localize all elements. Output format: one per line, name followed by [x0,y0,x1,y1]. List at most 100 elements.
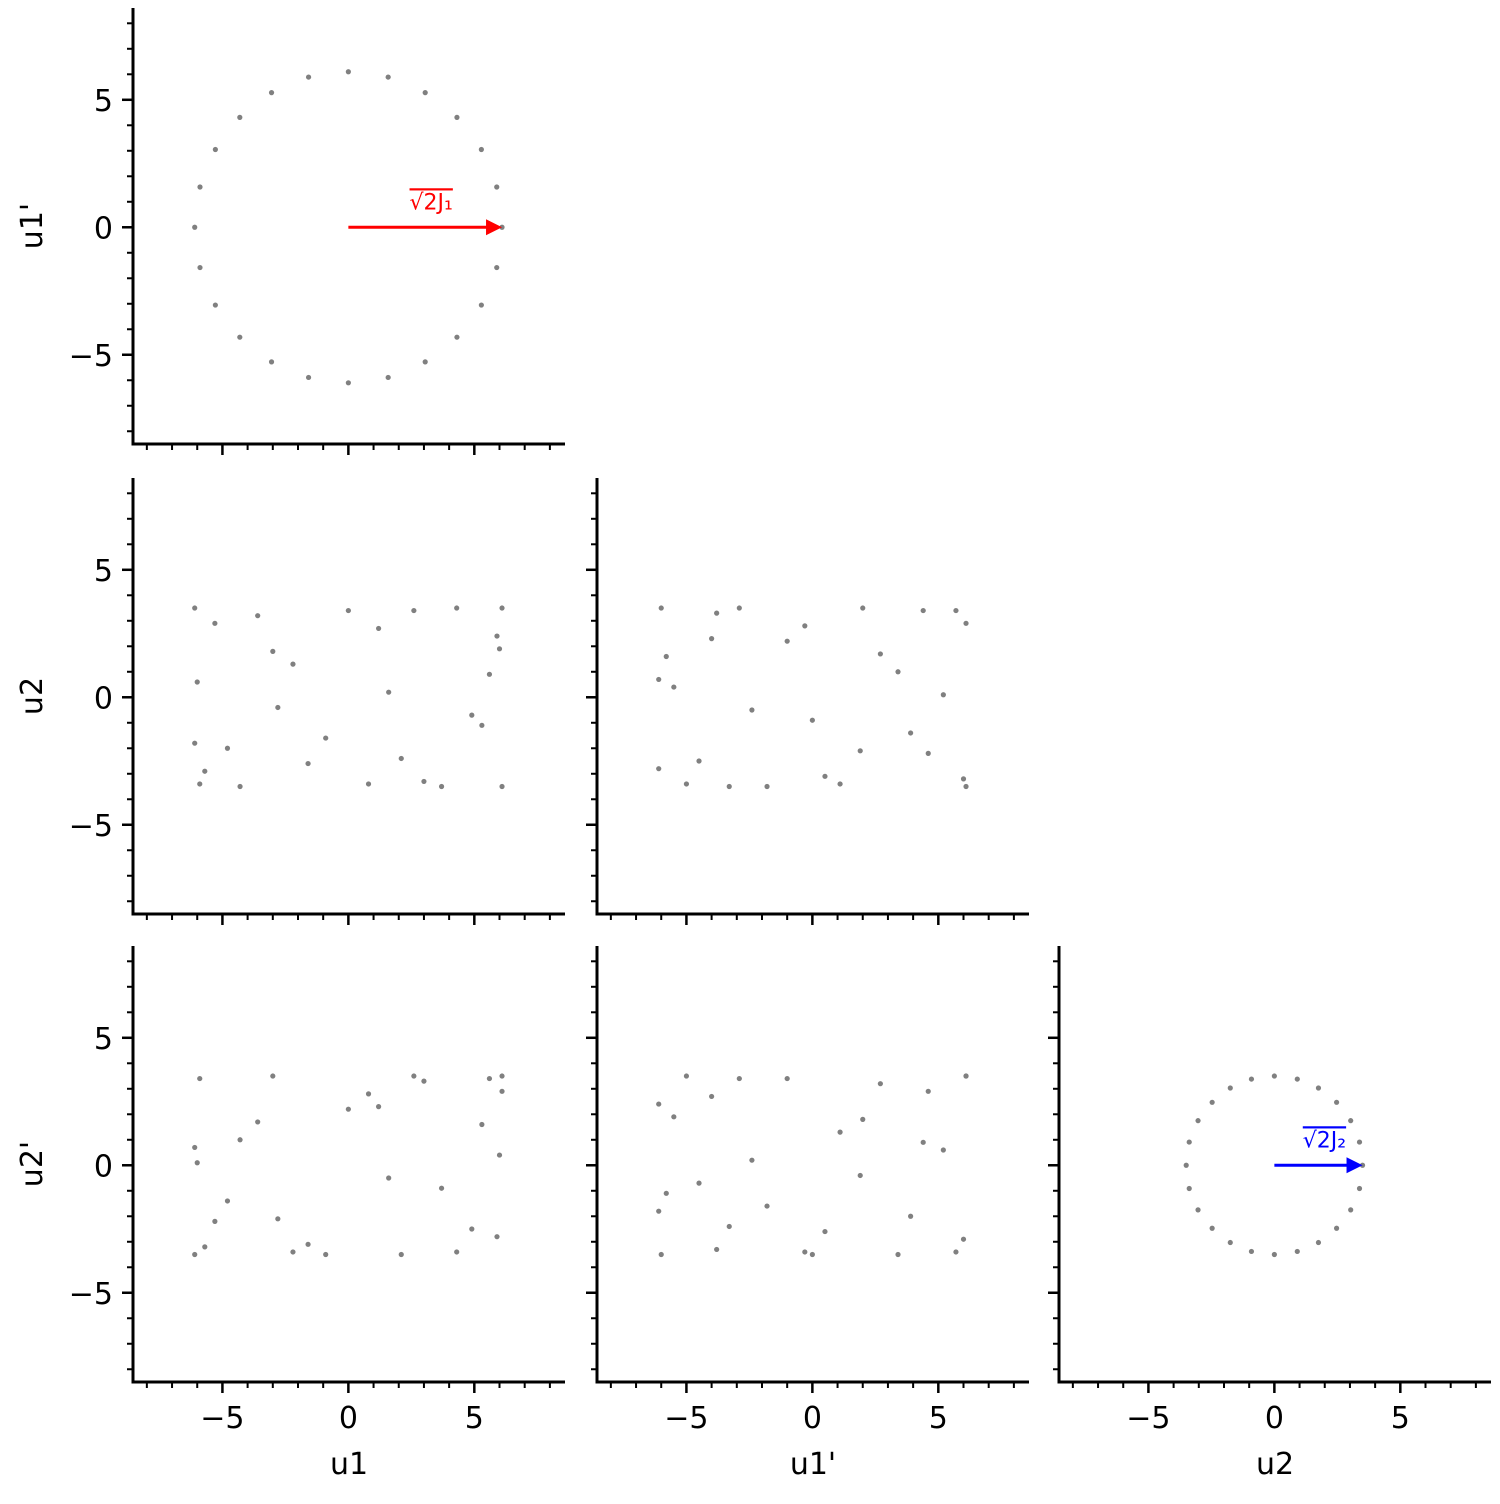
point [1248,1248,1255,1255]
point [802,1249,808,1255]
point [1356,1139,1363,1145]
point [398,755,404,762]
arrow-head [486,219,503,236]
point [908,730,914,736]
point [1209,1225,1215,1231]
point [345,69,351,75]
point [749,707,755,713]
point [323,1251,329,1258]
point [192,1144,198,1151]
point [895,669,901,675]
point [1227,1085,1233,1091]
y-tick-label: 5 [94,84,113,119]
point [268,359,275,365]
point [365,1091,372,1097]
point [940,1147,946,1153]
x-tick-label: 5 [929,1401,948,1436]
point [1271,1251,1277,1258]
point [877,651,883,657]
point [345,1106,351,1112]
point [1195,1118,1201,1124]
point [960,1236,967,1242]
point [663,653,669,660]
y-tick-label: −5 [69,1277,113,1312]
point [202,768,208,774]
point [925,750,931,756]
point [736,1075,742,1082]
point [479,722,485,728]
point [860,605,866,611]
y-tick-label: 0 [94,211,113,246]
point [1195,1207,1201,1213]
panel: √2J₁ −5 0 5 u1' [15,8,565,455]
point [237,783,243,790]
point [860,1116,866,1122]
x-axis-label: u2 [1256,1447,1294,1482]
point [345,380,351,386]
point [809,717,815,723]
point [895,1251,901,1258]
point [268,90,275,96]
point [305,1241,311,1247]
point [822,773,828,779]
point [656,1208,662,1214]
point [496,646,503,652]
panel: −5 0 5 −5 0 5 u1 u2' [15,946,565,1482]
point [469,1226,475,1232]
point [953,607,959,614]
point [656,1101,662,1107]
point [479,1121,485,1128]
point [478,146,484,153]
y-axis-label: u2' [15,1141,50,1187]
point [478,302,484,308]
point [1315,1085,1322,1091]
point [454,334,460,340]
point [421,778,427,785]
point [857,748,863,754]
point [212,1218,218,1224]
point [494,264,500,271]
point [398,1251,404,1258]
point [822,1228,828,1235]
y-tick-label: 5 [94,554,113,589]
y-tick-label: 0 [94,681,113,716]
point [1348,1207,1354,1213]
point [1186,1139,1192,1145]
point [469,712,475,718]
y-tick-label: 0 [94,1149,113,1184]
x-tick-label: −5 [664,1401,708,1436]
arrow-head [1346,1157,1363,1174]
point [385,74,391,80]
point [494,184,500,190]
point [255,1119,261,1125]
point [736,605,742,611]
point [963,1073,969,1079]
point [1209,1099,1215,1105]
point [1294,1248,1300,1255]
point [837,781,843,787]
point [714,610,720,616]
point [663,1190,669,1196]
point [920,1139,926,1145]
point [837,1129,843,1135]
y-tick-label: 5 [94,1022,113,1057]
point [237,114,243,120]
x-axis-label: u1 [330,1447,368,1482]
point [494,633,500,639]
point [345,607,351,614]
y-axis-label: u1' [15,203,50,249]
point [275,1216,281,1222]
point [365,781,372,787]
point [1227,1239,1233,1246]
point [963,620,969,626]
point [275,704,281,711]
point [940,692,946,698]
point [194,1160,200,1166]
point [270,1073,276,1079]
point [305,760,311,767]
point [494,1234,500,1240]
point [454,114,460,120]
point [726,783,732,790]
point [486,671,493,677]
